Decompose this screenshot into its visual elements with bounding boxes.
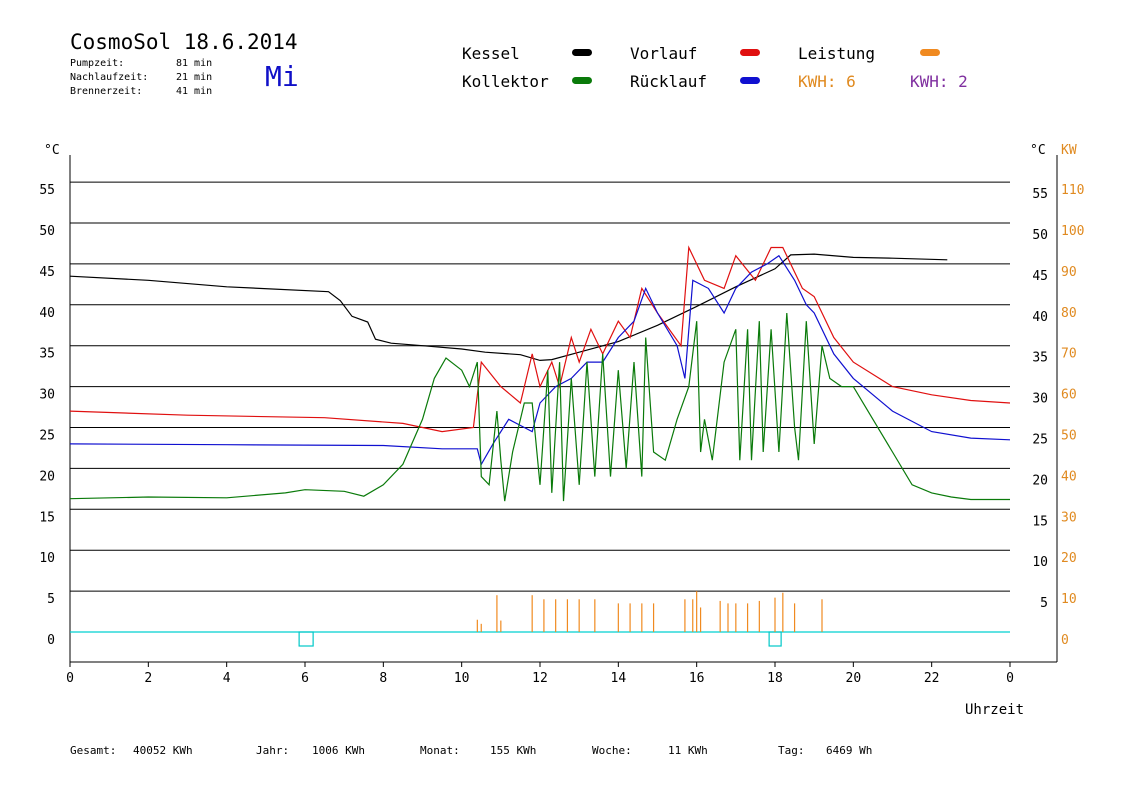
legend-kwh-solar: KWH: 6: [798, 72, 856, 91]
y-tick-label-left: 5: [47, 592, 55, 607]
legend-kwh-burner: KWH: 2: [910, 72, 968, 91]
x-tick-label: 10: [454, 671, 470, 686]
y-tick-label-left: 30: [39, 388, 55, 403]
series-line-kessel: [69, 253, 948, 362]
legend-vorlauf-label: Vorlauf: [630, 44, 698, 63]
y-tick-label-right: 40: [1032, 310, 1048, 325]
y-tick-label-left: 50: [39, 224, 55, 239]
y-tick-label-right: 30: [1032, 392, 1048, 407]
y-tick-label-right: 10: [1032, 555, 1048, 570]
x-tick-label: 8: [379, 671, 387, 686]
stat-label: Nachlaufzeit:: [70, 72, 149, 83]
footer-jahr-label: Jahr:: [256, 744, 290, 757]
legend-kollektor-label: Kollektor: [462, 72, 549, 91]
stat-value: 21 min: [176, 72, 213, 83]
y-tick-label-left: 45: [39, 265, 55, 280]
legend-leistung-label: Leistung: [798, 44, 876, 63]
y-tick-label-left: 0: [47, 633, 55, 648]
series-line-vorlauf: [69, 245, 1011, 433]
y-axis-label-power: KW: [1061, 143, 1077, 158]
y-tick-label-power: 110: [1061, 183, 1084, 198]
legend-kessel-swatch: [572, 49, 592, 56]
x-axis-label: Uhrzeit: [965, 702, 1025, 718]
footer-jahr-value: 1006 KWh: [312, 744, 365, 757]
footer-gesamt-value: 40052 KWh: [133, 744, 193, 757]
y-tick-label-power: 100: [1061, 224, 1084, 239]
y-axis-label-left: °C: [44, 143, 60, 158]
y-tick-label-right: 15: [1032, 514, 1048, 529]
y-tick-label-left: 35: [39, 347, 55, 362]
legend-vorlauf-swatch: [740, 49, 760, 56]
y-tick-label-left: 10: [39, 551, 55, 566]
legend-kessel-label: Kessel: [462, 44, 520, 63]
y-tick-label-left: 15: [39, 510, 55, 525]
stat-label: Pumpzeit:: [70, 58, 125, 69]
y-tick-label-power: 60: [1061, 388, 1077, 403]
y-tick-label-power: 0: [1061, 633, 1069, 648]
legend-kollektor-swatch: [572, 77, 592, 84]
marker-box: [768, 631, 782, 647]
y-axis-label-right: °C: [1030, 143, 1046, 158]
footer-tag-value: 6469 Wh: [826, 744, 873, 757]
series-line-kollektor: [69, 312, 1010, 502]
y-tick-label-right: 25: [1032, 433, 1048, 448]
y-tick-label-right: 5: [1040, 596, 1048, 611]
y-tick-label-left: 55: [39, 183, 55, 198]
y-tick-label-left: 25: [39, 429, 55, 444]
stat-value: 41 min: [176, 86, 213, 97]
stats-values: 81 min 21 min 41 min: [176, 57, 212, 99]
x-tick-label: 14: [611, 671, 627, 686]
y-tick-label-power: 20: [1061, 551, 1077, 566]
y-tick-label-right: 55: [1032, 187, 1048, 202]
stat-value: 81 min: [176, 58, 213, 69]
x-tick-label: 18: [767, 671, 783, 686]
footer-woche-value: 11 KWh: [668, 744, 708, 757]
y-tick-label-left: 20: [39, 469, 55, 484]
footer-tag-label: Tag:: [778, 744, 805, 757]
y-tick-label-power: 10: [1061, 592, 1077, 607]
y-tick-label-right: 20: [1032, 473, 1048, 488]
y-tick-label-power: 50: [1061, 429, 1077, 444]
y-tick-label-power: 30: [1061, 510, 1077, 525]
legend-ruecklauf-label: Rücklauf: [630, 72, 708, 91]
x-tick-label: 6: [301, 671, 309, 686]
x-tick-label: 20: [846, 671, 862, 686]
marker-box: [298, 631, 314, 647]
y-tick-label-left: 40: [39, 306, 55, 321]
x-tick-label: 16: [689, 671, 705, 686]
footer-monat-label: Monat:: [420, 744, 460, 757]
x-tick-label: 2: [144, 671, 152, 686]
x-tick-label: 0: [66, 671, 74, 686]
y-tick-label-right: 45: [1032, 269, 1048, 284]
footer-monat-value: 155 KWh: [490, 744, 537, 757]
stat-label: Brennerzeit:: [70, 86, 143, 97]
y-tick-label-right: 50: [1032, 228, 1048, 243]
x-tick-label: 0: [1006, 671, 1014, 686]
x-tick-label: 22: [924, 671, 940, 686]
x-tick-label: 12: [532, 671, 548, 686]
y-tick-label-power: 80: [1061, 306, 1077, 321]
y-tick-label-right: 35: [1032, 351, 1048, 366]
chart-title: CosmoSol 18.6.2014: [70, 30, 298, 54]
x-tick-label: 4: [223, 671, 231, 686]
y-tick-label-power: 70: [1061, 347, 1077, 362]
weekday-label: Mi: [265, 60, 299, 93]
stats-labels: Pumpzeit: Nachlaufzeit: Brennerzeit:: [70, 57, 148, 99]
legend-leistung-swatch: [920, 49, 940, 56]
y-tick-label-power: 90: [1061, 265, 1077, 280]
footer-gesamt-label: Gesamt:: [70, 744, 117, 757]
y-tick-label-power: 40: [1061, 469, 1077, 484]
footer-woche-label: Woche:: [592, 744, 632, 757]
legend-ruecklauf-swatch: [740, 77, 760, 84]
